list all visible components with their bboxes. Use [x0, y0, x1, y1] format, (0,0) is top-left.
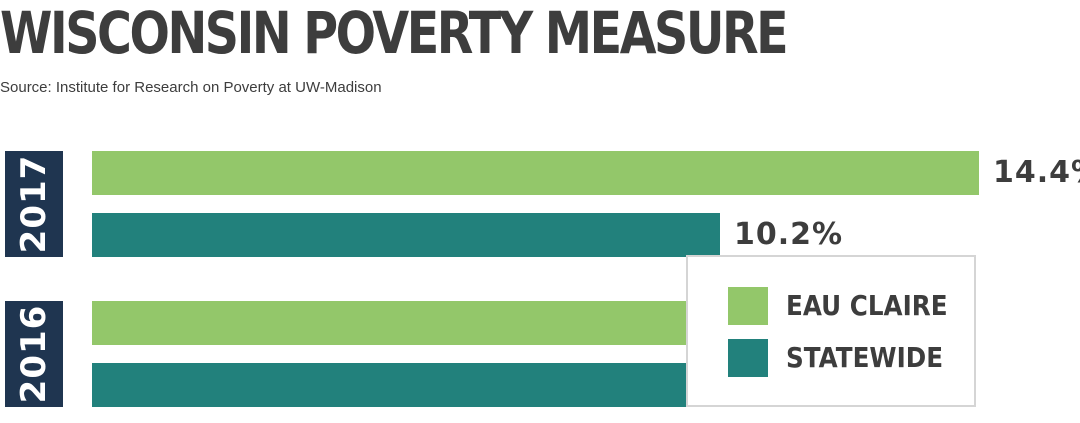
legend: EAU CLAIRE STATEWIDE: [686, 255, 976, 407]
year-badge-2016: 2016: [5, 301, 63, 407]
bar-value-label-2017-eau-claire: 14.4%: [993, 155, 1080, 190]
bar-2016-statewide: [92, 363, 757, 407]
bar-value-label-2017-statewide: 10.2%: [734, 217, 844, 252]
legend-label-statewide: STATEWIDE: [786, 341, 944, 374]
bar-2017-eau-claire: [92, 151, 979, 195]
legend-swatch-statewide: [728, 339, 768, 377]
year-label-2017: 2017: [14, 154, 54, 254]
bar-2016-eau-claire: [92, 301, 776, 345]
year-badge-2017: 2017: [5, 151, 63, 257]
bar-2017-statewide: [92, 213, 720, 257]
legend-label-eau-claire: EAU CLAIRE: [786, 289, 948, 322]
legend-swatch-eau-claire: [728, 287, 768, 325]
year-label-2016: 2016: [14, 304, 54, 404]
chart-title: WISCONSIN POVERTY MEASURE: [0, 0, 789, 67]
chart-subtitle: Source: Institute for Research on Povert…: [0, 79, 382, 96]
